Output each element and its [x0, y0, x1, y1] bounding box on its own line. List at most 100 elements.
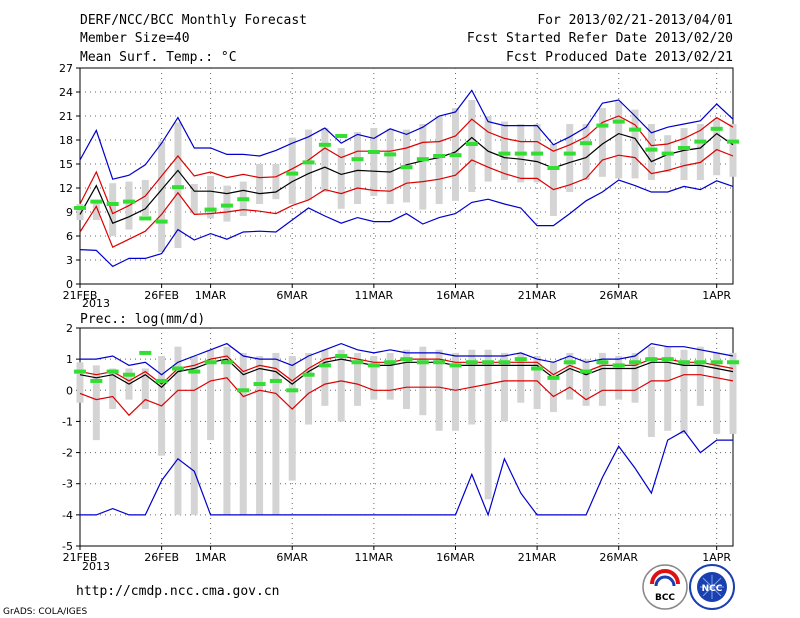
temp-box-day-13 — [288, 137, 296, 204]
precip-median-day-0 — [74, 369, 86, 374]
temp-box-day-12 — [272, 164, 280, 200]
precip-median-day-13 — [286, 388, 299, 393]
temp-median-day-39 — [710, 126, 723, 131]
precip-box-day-7 — [190, 356, 198, 515]
temp-median-day-19 — [384, 152, 397, 157]
temp-median-day-18 — [367, 150, 380, 154]
temp-median-day-35 — [645, 147, 658, 152]
precip-median-day-36 — [661, 357, 674, 362]
started-date: Fcst Started Refer Date 2013/02/20 — [467, 31, 733, 46]
temp-box-day-35 — [647, 124, 655, 180]
precip-box-day-31 — [582, 359, 590, 406]
precip-box-day-20 — [403, 349, 410, 409]
precip-median-day-9 — [220, 360, 233, 365]
precip-title: Prec.: log(mm/d) — [80, 312, 205, 327]
precip-median-day-28 — [531, 366, 544, 371]
precip-box-day-13 — [288, 356, 296, 481]
precip-median-day-40 — [727, 360, 739, 365]
precip-box-day-11 — [256, 356, 264, 515]
temp-ytick-label: 12 — [59, 182, 73, 195]
precip-box-day-40 — [729, 352, 737, 434]
temp-median-day-36 — [661, 151, 674, 156]
temp-box-day-38 — [696, 124, 704, 180]
temp-box-day-8 — [207, 176, 215, 219]
precip-max-line — [80, 342, 734, 376]
precip-box-day-14 — [305, 352, 313, 425]
temp-ytick-label: 9 — [66, 206, 73, 219]
temp-xtick-label: 1MAR — [195, 289, 227, 302]
temp-box-day-11 — [256, 164, 264, 204]
precip-median-day-29 — [547, 375, 560, 380]
ncc-logo: NCC — [689, 564, 735, 610]
temp-median-day-14 — [302, 160, 315, 165]
temp-xtick-label: 21MAR — [518, 289, 557, 302]
temp-xtick-label: 26MAR — [599, 289, 638, 302]
temp-median-day-37 — [678, 146, 691, 150]
temp-ytick-label: 18 — [59, 134, 73, 147]
temp-ytick-label: 21 — [59, 110, 73, 123]
temp-box-day-7 — [190, 184, 198, 214]
precip-median-day-18 — [367, 363, 380, 368]
temp-median-day-30 — [563, 151, 576, 156]
precip-box-day-18 — [370, 356, 378, 400]
temp-box-day-32 — [598, 108, 606, 177]
temp-median-day-10 — [237, 197, 250, 202]
temp-median-day-6 — [171, 185, 184, 190]
temperature-year-label: 2013 — [82, 297, 110, 310]
precip-median-day-35 — [645, 357, 658, 362]
precip-box-day-32 — [598, 352, 606, 406]
precip-median-day-21 — [416, 360, 429, 365]
precip-median-day-6 — [171, 366, 184, 371]
temp-ytick-label: 15 — [59, 158, 73, 171]
bcc-logo: BCC — [642, 564, 688, 610]
precip-median-day-4 — [139, 350, 152, 355]
precip-box-day-29 — [549, 362, 557, 413]
temp-xtick-label: 6MAR — [276, 289, 308, 302]
temp-box-day-0 — [76, 204, 84, 220]
temp-box-day-15 — [321, 128, 329, 192]
precip-median-day-39 — [710, 360, 723, 365]
precip-median-day-37 — [678, 360, 691, 365]
temp-median-day-0 — [74, 206, 86, 210]
precip-box-day-21 — [419, 346, 427, 416]
temp-box-day-39 — [713, 119, 721, 176]
temp-median-day-29 — [547, 166, 560, 170]
temp-xtick-label: 16MAR — [436, 289, 475, 302]
precipitation-panel: -5 -4 -3 -2 -1 0 1 2 21FEB 26FEB 1MAR 6MAR 11MAR 16MA… — [62, 322, 739, 564]
temp-mean-line — [79, 132, 734, 224]
temp-box-day-1 — [92, 200, 100, 220]
temp-ytick-label: 3 — [66, 254, 73, 267]
temp-ytick-label: 0 — [66, 278, 73, 291]
precip-median-day-26 — [498, 360, 511, 365]
temp-box-day-33 — [615, 101, 623, 179]
ncc-logo-text: NCC — [702, 584, 723, 594]
precip-xtick-label: 11MAR — [355, 551, 394, 564]
precip-box-day-10 — [239, 352, 247, 515]
precip-xtick-label: 16MAR — [436, 551, 475, 564]
temp-median-day-15 — [318, 142, 331, 147]
precip-box-day-4 — [141, 368, 149, 409]
precip-median-day-19 — [384, 360, 397, 365]
temp-median-day-28 — [531, 151, 544, 156]
bcc-logo-text: BCC — [655, 593, 675, 603]
precip-median-day-8 — [204, 360, 217, 365]
precip-plot-frame — [79, 327, 734, 547]
precip-xtick-label: 6MAR — [276, 551, 308, 564]
precip-box-day-9 — [223, 346, 231, 515]
precip-box-day-0 — [76, 362, 84, 403]
temp-upper-line — [79, 115, 734, 215]
temp-max-line — [79, 89, 734, 180]
precip-xtick-label: 1MAR — [195, 551, 227, 564]
precip-median-day-22 — [433, 360, 446, 365]
precip-median-day-1 — [90, 378, 103, 383]
precip-box-day-12 — [272, 352, 280, 515]
temp-box-day-40 — [729, 124, 737, 177]
temp-median-day-38 — [694, 139, 707, 144]
precip-box-day-30 — [566, 352, 574, 400]
precip-ytick-label: -4 — [62, 509, 73, 522]
precip-median-day-23 — [449, 363, 462, 368]
temp-box-day-30 — [566, 124, 574, 192]
precip-box-day-39 — [713, 352, 721, 434]
temp-median-day-23 — [449, 153, 462, 158]
